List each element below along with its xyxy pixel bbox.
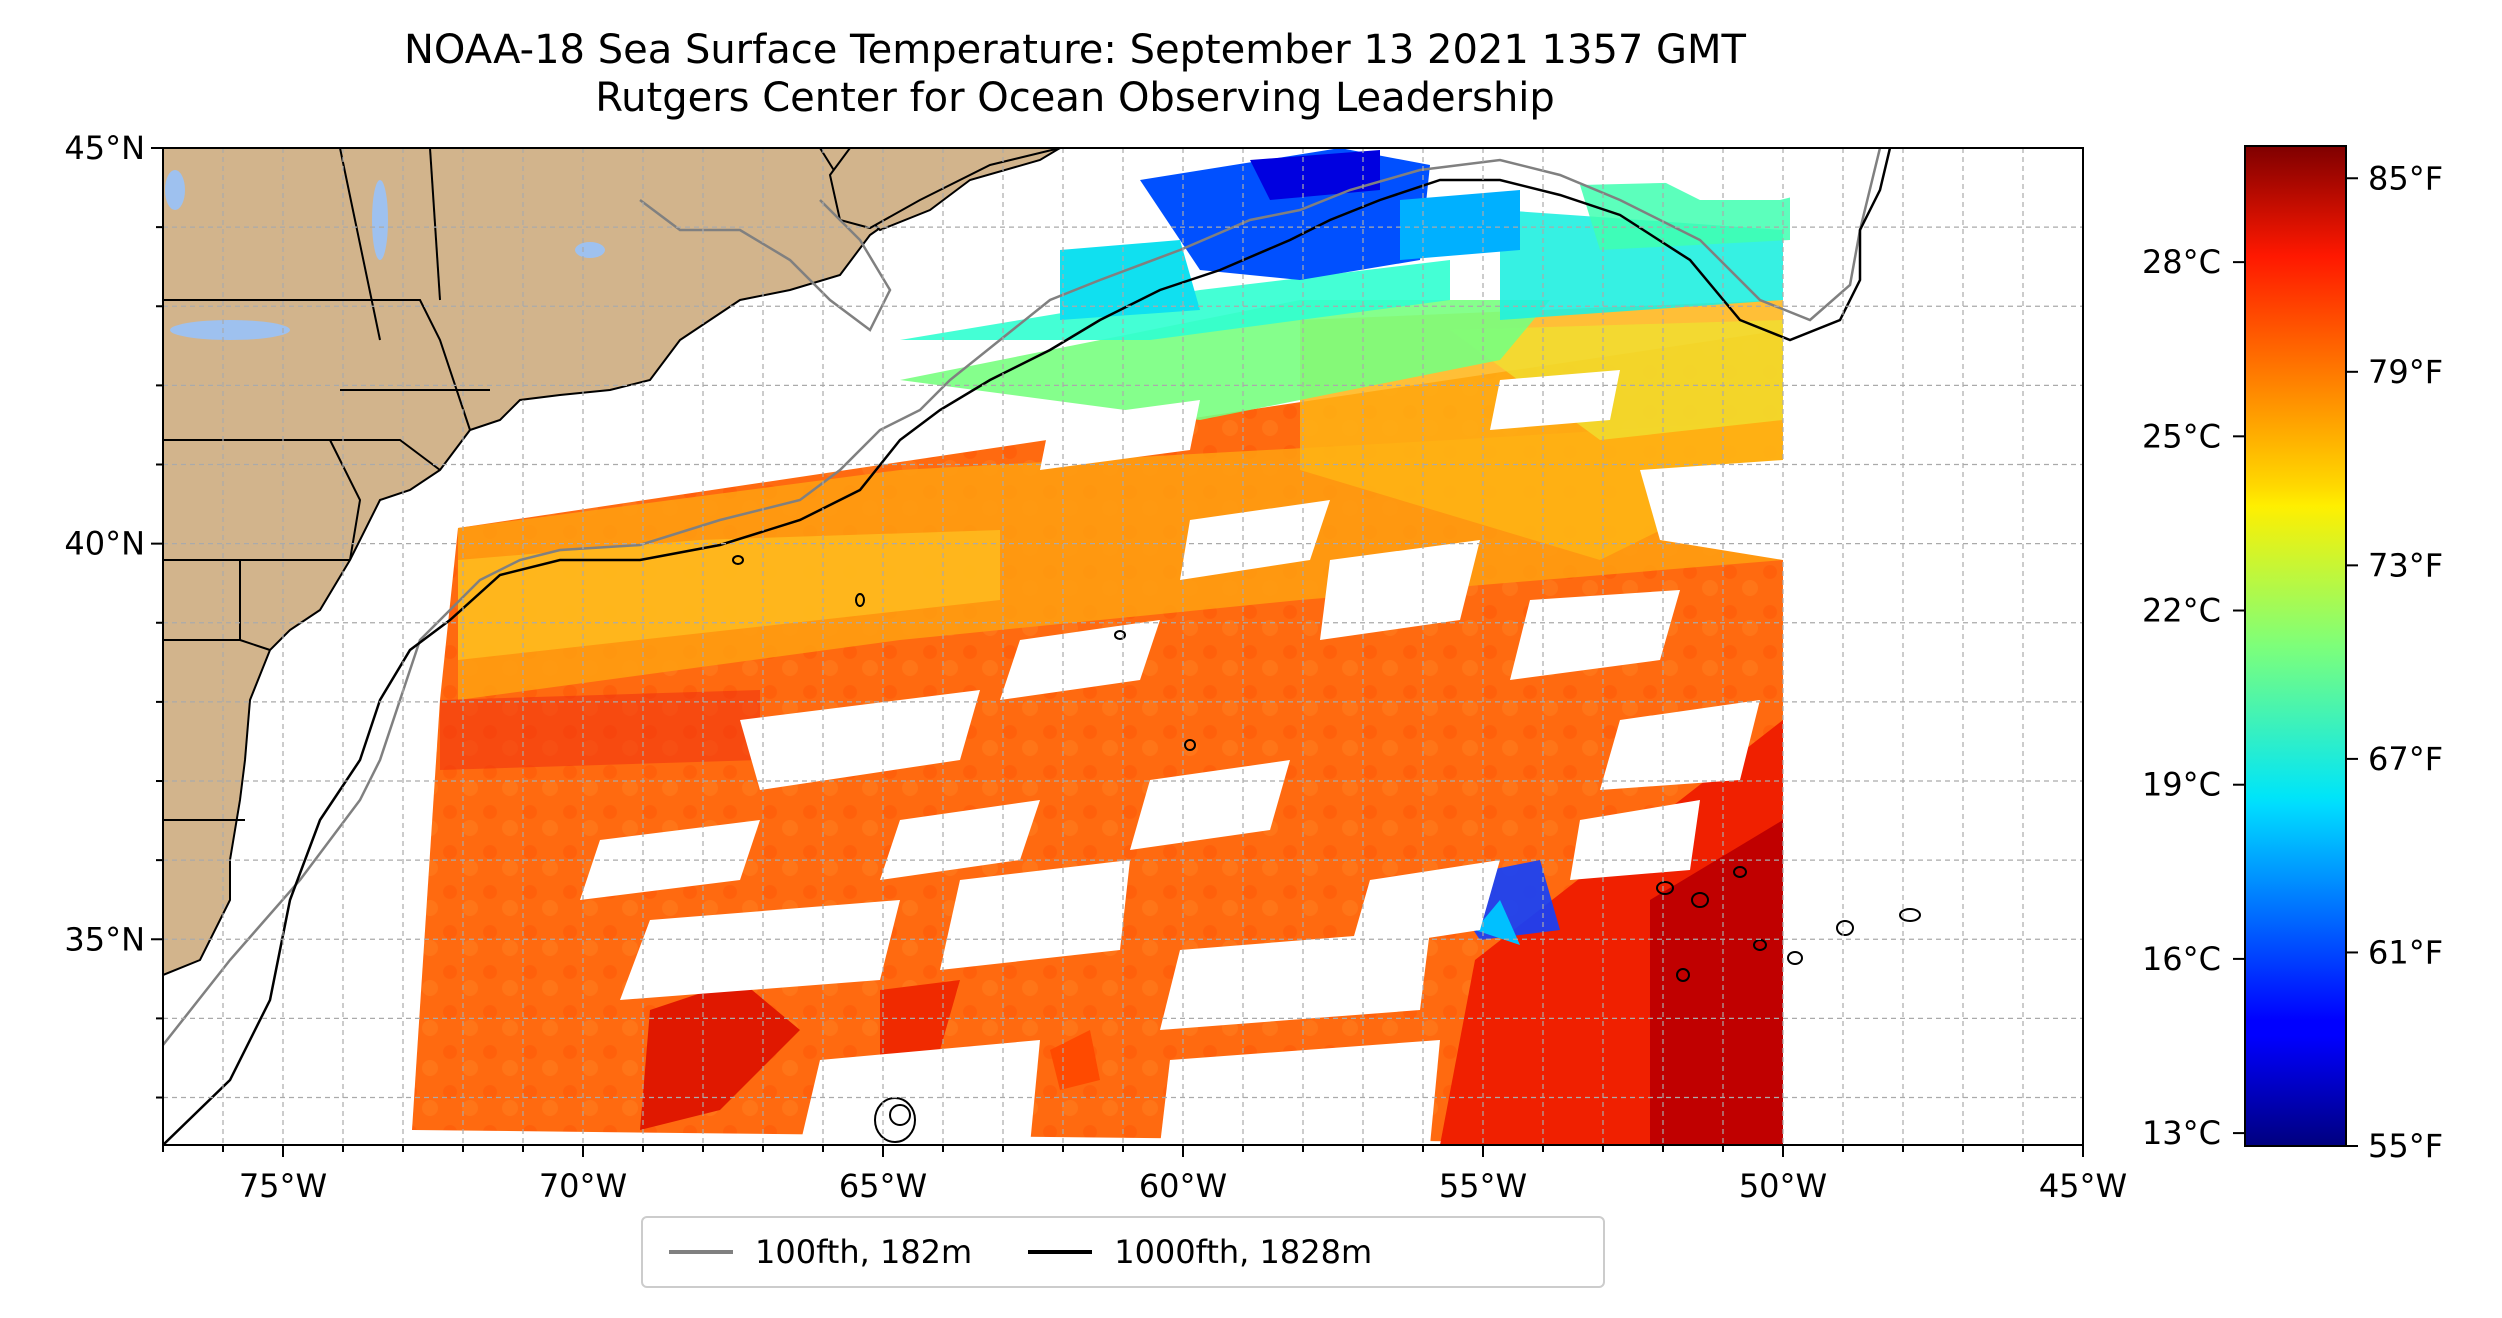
colorbar-c-label: 16°C bbox=[2142, 940, 2221, 978]
legend-item-100fth: 100fth, 182m bbox=[669, 1233, 972, 1271]
legend-swatch-1000fth bbox=[1028, 1250, 1093, 1254]
chart-title: NOAA-18 Sea Surface Temperature: Septemb… bbox=[100, 26, 2050, 122]
colorbar-fahrenheit-axis: 55°F 61°F 67°F 73°F 79°F 85°F bbox=[2346, 159, 2443, 1165]
map-panel bbox=[163, 148, 2083, 1145]
colorbar-f-label: 61°F bbox=[2368, 933, 2443, 971]
colorbar bbox=[2244, 145, 2347, 1147]
colorbar-f-label: 79°F bbox=[2368, 353, 2443, 391]
colorbar-f-label: 55°F bbox=[2368, 1127, 2443, 1165]
legend-label-100fth: 100fth, 182m bbox=[755, 1233, 973, 1271]
contour-100fth bbox=[163, 148, 1882, 1046]
legend-item-1000fth: 1000fth, 1828m bbox=[1028, 1233, 1372, 1271]
legend-swatch-100fth bbox=[669, 1250, 733, 1254]
colorbar-celsius-axis: 13°C 16°C 19°C 22°C 25°C 28°C bbox=[2142, 243, 2245, 1152]
legend-label-1000fth: 1000fth, 1828m bbox=[1114, 1233, 1373, 1271]
x-tick-label: 55°W bbox=[1439, 1167, 1527, 1205]
colorbar-f-label: 67°F bbox=[2368, 740, 2443, 778]
x-tick-label: 50°W bbox=[1739, 1167, 1827, 1205]
colorbar-c-label: 13°C bbox=[2142, 1114, 2221, 1152]
contour-1000fth bbox=[163, 148, 1892, 1145]
x-tick-label: 60°W bbox=[1139, 1167, 1227, 1205]
sst-imagery bbox=[412, 148, 1790, 1145]
colorbar-c-label: 25°C bbox=[2142, 417, 2221, 455]
x-tick-label: 45°W bbox=[2039, 1167, 2127, 1205]
x-tick-label: 70°W bbox=[539, 1167, 627, 1205]
latitude-axis: 45°N 40°N 35°N bbox=[64, 129, 163, 1099]
x-tick-label: 75°W bbox=[239, 1167, 327, 1205]
colorbar-f-label: 73°F bbox=[2368, 546, 2443, 584]
y-tick-label: 35°N bbox=[64, 920, 145, 958]
grid-lines bbox=[163, 148, 2083, 1145]
title-line-1: NOAA-18 Sea Surface Temperature: Septemb… bbox=[404, 27, 1746, 73]
colorbar-c-label: 19°C bbox=[2142, 766, 2221, 804]
y-tick-label: 45°N bbox=[64, 129, 145, 167]
colorbar-f-label: 85°F bbox=[2368, 159, 2443, 197]
land-mask bbox=[163, 148, 1880, 977]
contour-legend: 100fth, 182m 1000fth, 1828m bbox=[641, 1216, 1605, 1288]
x-tick-label: 65°W bbox=[839, 1167, 927, 1205]
title-line-2: Rutgers Center for Ocean Observing Leade… bbox=[595, 75, 1555, 121]
colorbar-c-label: 22°C bbox=[2142, 592, 2221, 630]
seamounts bbox=[732, 555, 1921, 1143]
longitude-axis: 75°W 70°W 65°W 60°W 55°W 50°W 45°W bbox=[162, 1145, 2127, 1205]
colorbar-c-label: 28°C bbox=[2142, 243, 2221, 281]
y-tick-label: 40°N bbox=[64, 525, 145, 563]
